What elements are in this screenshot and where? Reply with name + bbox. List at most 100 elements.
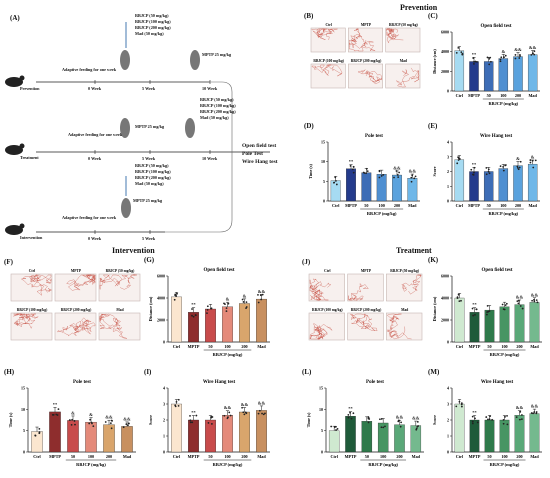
data-point <box>533 53 536 56</box>
open-field-arena <box>310 63 346 89</box>
chart-panel-d: Pole test Time (s) 0 5 10 15 Ctrl ** MPTP 50 100 &&… <box>304 122 424 223</box>
maze-label: RBJCP (50 mg/kg) <box>106 269 136 273</box>
significance-mark: && <box>123 416 131 421</box>
data-point <box>470 168 473 171</box>
row-label-treatment: Treatment <box>20 155 39 160</box>
x-tick-label: 200 <box>394 203 400 208</box>
data-point <box>194 314 197 316</box>
maze-label: Ctrl <box>325 23 331 27</box>
data-point <box>474 313 476 316</box>
bar <box>346 168 356 202</box>
y-axis-label: Time (s) <box>306 412 311 427</box>
maze-label: Mad <box>400 59 407 63</box>
data-point <box>336 428 339 430</box>
movement-trace <box>13 313 39 329</box>
data-point <box>192 315 195 318</box>
data-point <box>486 313 488 316</box>
data-point <box>259 294 262 297</box>
chart-panel-i: Wire Hang test Score 0 1 2 3 4 Ctrl ** MPTP 50 && 10… <box>144 368 274 474</box>
data-point <box>261 412 263 415</box>
data-point <box>417 425 420 427</box>
data-point <box>501 303 504 306</box>
data-point <box>458 300 461 302</box>
bar <box>469 312 480 343</box>
bar <box>527 54 538 92</box>
data-point <box>173 298 176 301</box>
x-tick-label: Ctrl <box>330 454 338 459</box>
bar-chart-svg: Wire Hang test Score 0 1 2 3 4 Ctrl ** MPTP 50 100 &… <box>432 134 540 216</box>
y-tick-label: 2 <box>447 418 449 423</box>
x-tick-label: 200 <box>396 454 402 459</box>
bar-chart-svg: Open field test Distance (cm) 0 2000 4000 600… <box>148 268 270 357</box>
data-point <box>534 159 537 162</box>
x-tick-label: 50 <box>364 203 368 208</box>
x-tick-label: 50 <box>208 344 212 349</box>
data-point <box>52 413 55 416</box>
x-tick-label: 50 <box>487 203 491 208</box>
data-point <box>473 171 475 174</box>
data-point <box>472 57 475 60</box>
x-tick-label: Mad <box>257 454 266 459</box>
data-point <box>488 310 491 313</box>
data-point <box>260 298 263 301</box>
data-point <box>110 419 113 422</box>
data-point <box>533 50 536 53</box>
chart-title: Pole test <box>366 380 384 385</box>
data-point <box>397 419 400 422</box>
bar <box>171 403 182 453</box>
open-field-arena <box>310 27 346 53</box>
x-tick-label: Mad <box>528 93 537 98</box>
chart-title: Pole test <box>365 134 383 139</box>
x-axis-label: RBJCP (mg/kg) <box>489 211 519 216</box>
y-tick-label: 0 <box>163 340 165 345</box>
bar <box>361 172 372 202</box>
significance-mark: ** <box>472 302 477 307</box>
data-point <box>257 293 259 296</box>
bar <box>330 180 341 202</box>
x-tick-label: Mad <box>408 203 417 208</box>
data-point <box>227 416 229 419</box>
data-point <box>517 302 520 305</box>
bar <box>222 306 233 343</box>
significance-mark: ** <box>472 410 477 415</box>
chart-panel-l: Pole test Time (s) 0 5 10 15 Ctrl ** MPTP 50 100 &&… <box>302 368 428 474</box>
data-point <box>334 176 337 179</box>
week-0-prevention: 0 Week <box>88 86 102 91</box>
significance-mark: & <box>501 49 505 54</box>
data-point <box>475 308 478 311</box>
bar <box>407 178 418 202</box>
data-point <box>533 300 536 303</box>
x-tick-label: 50 <box>487 93 491 98</box>
data-point <box>414 175 417 178</box>
chart-title: Wire Hang test <box>203 380 236 385</box>
x-tick-label: 100 <box>500 203 506 208</box>
x-tick-label: MPTP <box>469 344 481 349</box>
significance-mark: && <box>396 415 404 420</box>
data-point <box>335 179 337 182</box>
x-axis-label: RBJCP (mg/kg) <box>367 211 397 216</box>
y-axis-label: Score <box>432 415 437 425</box>
data-point <box>264 412 266 415</box>
x-tick-label: Ctrl <box>33 454 41 459</box>
panel-letter-a: (A) <box>10 14 20 22</box>
data-point <box>400 421 403 424</box>
x-axis-label: RBJCP (mg/kg) <box>76 462 106 467</box>
x-tick-label: 200 <box>516 454 522 459</box>
bar-chart-svg: Wire Hang test Score 0 1 2 3 4 Ctrl ** MPTP 50 && 10… <box>148 380 270 467</box>
x-tick-label: Ctrl <box>173 344 181 349</box>
data-point <box>225 307 228 310</box>
data-point <box>535 412 538 415</box>
movement-trace <box>20 274 52 296</box>
data-point <box>330 425 333 428</box>
data-point <box>502 419 505 421</box>
open-field-arena <box>10 273 53 302</box>
y-tick-label: 2 <box>447 169 449 174</box>
bar <box>484 309 495 343</box>
data-point <box>349 411 351 414</box>
data-point <box>127 424 129 427</box>
significance-mark: && <box>516 294 524 299</box>
data-point <box>516 300 519 303</box>
open-field-arena <box>386 273 423 302</box>
data-point <box>177 404 180 407</box>
data-point <box>506 415 508 417</box>
